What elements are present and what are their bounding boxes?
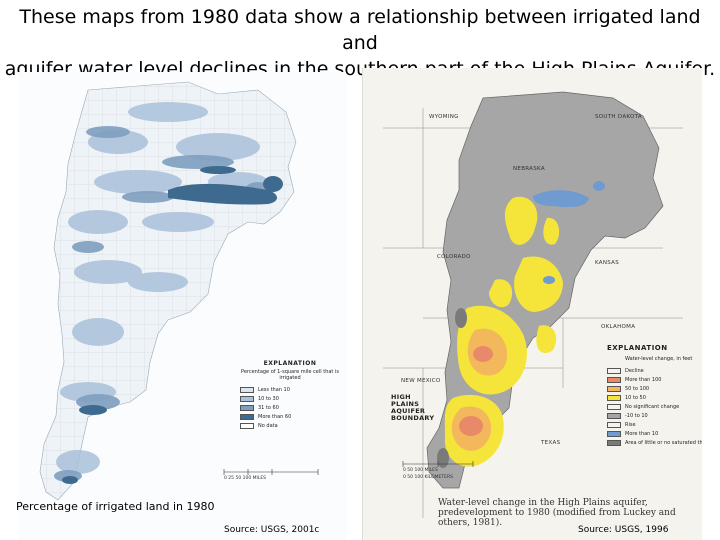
left-scale-bar <box>223 469 319 475</box>
label-oklahoma: OKLAHOMA <box>601 324 636 330</box>
left-scale-label: 0 25 50 100 MILES <box>224 476 267 481</box>
right-legend-swatch <box>607 430 621 437</box>
left-legend-label: 31 to 60 <box>258 404 279 411</box>
right-legend-swatch <box>607 421 621 428</box>
right-legend-row: Rise <box>607 420 699 429</box>
right-legend-items: Decline More than 100 50 to 100 10 to 50 No … <box>607 366 702 447</box>
irrigated-10-30 <box>56 102 268 474</box>
right-legend-swatch <box>607 367 621 374</box>
left-legend-subheading: Percentage of 1-square mile cell that is… <box>241 369 339 381</box>
left-legend-items: Less than 10 10 to 30 31 to 60 More than 60… <box>240 385 340 430</box>
left-legend-swatch <box>240 413 254 420</box>
right-legend-row: 50 to 100 <box>607 384 699 393</box>
right-legend-row: Area of little or no saturated thickness <box>607 438 702 447</box>
right-legend-subheading: Water-level change, in feet <box>625 356 693 362</box>
irrigated-land-map: 0 25 50 100 MILES EXPLANATION Percentage… <box>18 72 346 540</box>
right-legend-swatch <box>607 385 621 392</box>
label-colorado: COLORADO <box>437 254 471 260</box>
label-texas: TEXAS <box>541 440 561 446</box>
label-wyoming: WYOMING <box>429 114 459 120</box>
right-legend-label: 50 to 100 <box>625 385 650 392</box>
left-legend-swatch <box>240 386 254 393</box>
left-map-legend: EXPLANATION Percentage of 1-square mile … <box>240 360 340 430</box>
rise-more-than-10 <box>533 181 605 284</box>
right-legend-label: Rise <box>625 421 636 428</box>
right-legend-swatch <box>607 394 621 401</box>
right-legend-label: -10 to 10 <box>625 412 648 419</box>
right-legend-label: More than 100 <box>625 376 662 383</box>
right-legend-row: -10 to 10 <box>607 411 699 420</box>
left-legend-swatch <box>240 404 254 411</box>
left-legend-row: 10 to 30 <box>240 394 340 403</box>
right-scale-label-km: 0 50 100 KILOMETERS <box>403 475 453 480</box>
label-south-dakota: SOUTH DAKOTA <box>595 114 642 120</box>
right-map-legend: EXPLANATION Water-level change, in feet … <box>607 344 702 447</box>
right-map-caption: Water-level change in the High Plains aq… <box>438 498 676 528</box>
right-legend-label: More than 10 <box>625 430 659 437</box>
right-legend-row: More than 100 <box>607 375 699 384</box>
label-kansas: KANSAS <box>595 260 620 266</box>
right-legend-label: 10 to 50 <box>625 394 646 401</box>
irrigated-more-than-60 <box>62 166 283 484</box>
right-legend-row: No significant change <box>607 402 699 411</box>
label-nebraska: NEBRASKA <box>513 166 545 172</box>
left-legend-label: Less than 10 <box>258 386 290 393</box>
left-legend-label: More than 60 <box>258 413 292 420</box>
left-map-caption: Percentage of irrigated land in 1980 <box>16 500 215 513</box>
left-legend-heading: EXPLANATION <box>263 360 317 367</box>
irrigated-land-map-graphic <box>39 81 319 501</box>
right-legend-label: Area of little or no saturated thickness <box>625 439 702 446</box>
right-legend-row: Decline <box>607 366 699 375</box>
left-legend-label: 10 to 30 <box>258 395 279 402</box>
water-level-change-map-graphic <box>383 91 683 518</box>
water-level-change-map: WYOMING SOUTH DAKOTA NEBRASKA COLORADO K… <box>362 68 702 540</box>
right-legend-swatch <box>607 403 621 410</box>
left-legend-row: More than 60 <box>240 412 340 421</box>
left-map-source: Source: USGS, 2001c <box>224 525 320 535</box>
right-legend-label: No significant change <box>625 403 680 410</box>
left-legend-swatch <box>240 395 254 402</box>
right-scale-label-miles: 0 50 100 MILES <box>403 468 438 473</box>
right-legend-swatch <box>607 376 621 383</box>
right-legend-swatch <box>607 439 621 446</box>
title-line-1: These maps from 1980 data show a relatio… <box>19 6 701 54</box>
left-legend-swatch <box>240 422 254 429</box>
right-legend-heading: EXPLANATION <box>607 344 668 352</box>
little-or-no-saturated-thickness <box>437 308 467 468</box>
label-new-mexico: NEW MEXICO <box>401 378 441 384</box>
right-legend-swatch <box>607 412 621 419</box>
right-legend-row: More than 10 <box>607 429 699 438</box>
decline-more-than-100 <box>459 346 493 436</box>
right-legend-row: 10 to 50 <box>607 393 699 402</box>
right-legend-label: Decline <box>625 367 644 374</box>
right-map-source: Source: USGS, 1996 <box>578 525 669 535</box>
left-legend-row: No data <box>240 421 340 430</box>
left-legend-row: 31 to 60 <box>240 403 340 412</box>
right-scale-bar <box>402 461 474 467</box>
left-legend-label: No data <box>258 422 278 429</box>
label-aquifer-boundary: HIGH PLAINS AQUIFER BOUNDARY <box>391 393 435 422</box>
left-legend-row: Less than 10 <box>240 385 340 394</box>
